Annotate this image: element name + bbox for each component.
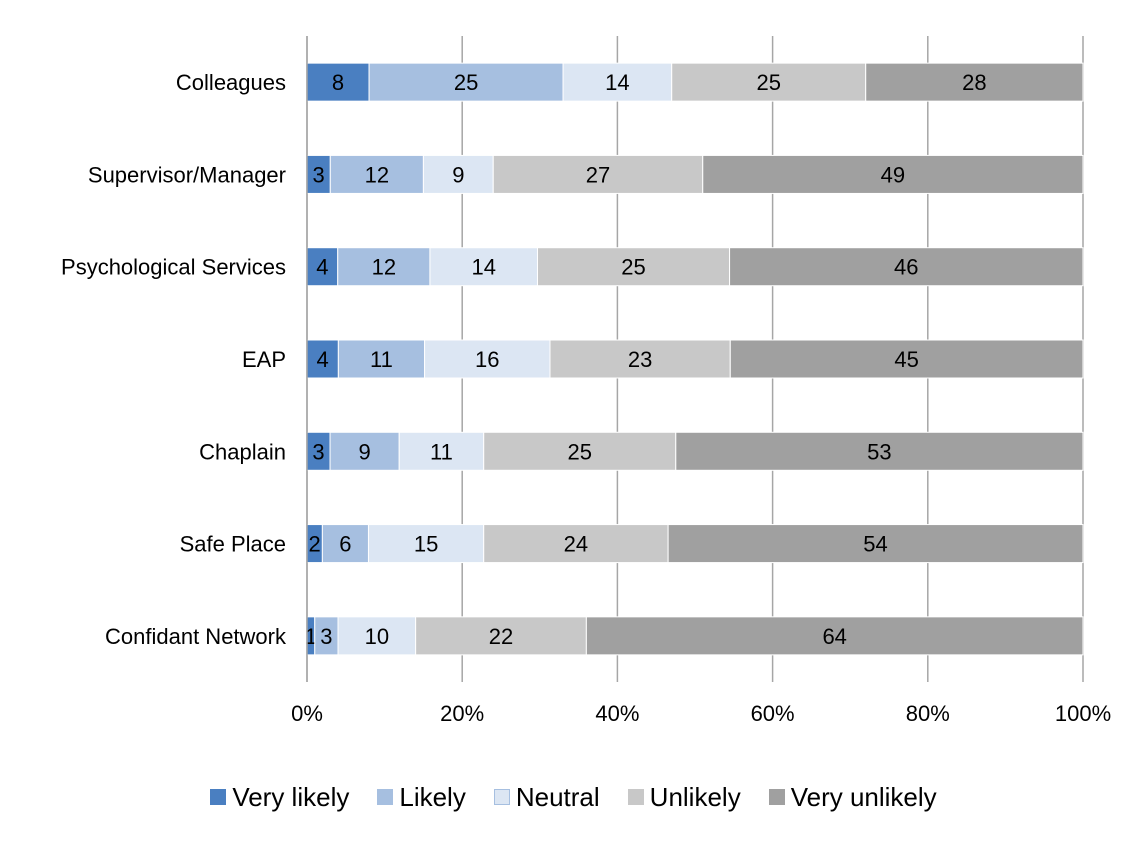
x-tick-label: 20% — [440, 701, 484, 726]
bar-segment — [306, 62, 370, 102]
chart-legend: Very likely Likely Neutral Unlikely Very unl… — [0, 772, 1147, 822]
bar-segment — [321, 524, 369, 564]
data-label: 23 — [628, 347, 652, 372]
data-label: 22 — [489, 624, 513, 649]
data-label: 3 — [313, 162, 325, 187]
data-label: 8 — [332, 70, 344, 95]
data-label: 11 — [370, 347, 393, 372]
data-label: 25 — [454, 70, 478, 95]
data-label: 25 — [621, 255, 645, 280]
bar-segment — [585, 616, 1084, 656]
data-label: 4 — [317, 347, 329, 372]
legend-label: Unlikely — [649, 782, 741, 812]
data-label: 14 — [605, 70, 629, 95]
category-label: EAP — [242, 347, 286, 372]
bar-segment — [329, 154, 424, 194]
bar-segment — [729, 339, 1084, 379]
data-label: 25 — [568, 439, 592, 464]
data-label: 4 — [316, 255, 328, 280]
data-label: 25 — [756, 70, 780, 95]
data-label: 9 — [358, 439, 370, 464]
category-label: Psychological Services — [61, 255, 286, 280]
data-label: 28 — [962, 70, 986, 95]
bar-segment — [424, 339, 551, 379]
data-label: 27 — [586, 162, 610, 187]
data-label: 46 — [894, 255, 918, 280]
bar-segment — [329, 431, 400, 471]
bar-segment — [422, 154, 494, 194]
bar-segment — [865, 62, 1084, 102]
data-label: 24 — [564, 532, 588, 557]
legend-label: Neutral — [515, 782, 600, 812]
data-label: 9 — [452, 162, 464, 187]
legend-swatch — [210, 789, 227, 805]
data-label: 3 — [312, 439, 324, 464]
bar-segment — [306, 247, 339, 287]
legend-swatch — [377, 789, 394, 805]
x-tick-label: 60% — [751, 701, 795, 726]
legend-label: Very unlikely — [790, 782, 937, 812]
data-label: 12 — [372, 255, 396, 280]
data-label: 11 — [430, 439, 453, 464]
legend-item: Neutral — [493, 782, 600, 812]
category-label: Supervisor/Manager — [88, 162, 286, 187]
data-label: 53 — [867, 439, 891, 464]
legend-item: Unlikely — [627, 782, 741, 812]
data-label: 16 — [475, 347, 499, 372]
data-label: 2 — [309, 532, 321, 557]
category-label: Colleagues — [176, 70, 286, 95]
x-tick-label: 100% — [1055, 701, 1111, 726]
legend-item: Likely — [377, 782, 466, 812]
x-tick-label: 0% — [291, 701, 323, 726]
x-tick-label: 40% — [595, 701, 639, 726]
data-label: 10 — [365, 624, 389, 649]
data-label: 14 — [471, 255, 495, 280]
category-label: Confidant Network — [105, 624, 287, 649]
bar-segment — [667, 524, 1084, 564]
bar-segment — [671, 62, 867, 102]
bar-segment — [675, 431, 1084, 471]
data-label: 54 — [863, 532, 887, 557]
legend-label: Likely — [399, 782, 466, 812]
bar-segment — [306, 339, 339, 379]
data-label: 3 — [320, 624, 332, 649]
data-label: 6 — [339, 532, 351, 557]
legend-swatch — [768, 789, 785, 805]
data-label: 45 — [894, 347, 918, 372]
legend-swatch — [627, 789, 644, 805]
data-label: 12 — [365, 162, 389, 187]
bar-segment — [398, 431, 485, 471]
category-label: Safe Place — [180, 532, 286, 557]
data-label: 64 — [822, 624, 846, 649]
bar-segment — [536, 247, 731, 287]
bar-segment — [702, 154, 1084, 194]
bar-segment — [337, 247, 431, 287]
bar-segment — [729, 247, 1084, 287]
data-label: 15 — [414, 532, 438, 557]
legend-item: Very unlikely — [768, 782, 937, 812]
bar-segment — [337, 616, 417, 656]
legend-item: Very likely — [210, 784, 349, 810]
bar-segment — [337, 339, 426, 379]
x-tick-label: 80% — [906, 701, 950, 726]
legend-label: Very likely — [232, 782, 350, 812]
legend-swatch — [493, 789, 510, 805]
bar-segment — [492, 154, 704, 194]
category-label: Chaplain — [199, 439, 286, 464]
bar-segment — [483, 431, 677, 471]
data-label: 49 — [881, 162, 905, 187]
bar-segment — [549, 339, 731, 379]
data-label: 1 — [305, 624, 317, 649]
